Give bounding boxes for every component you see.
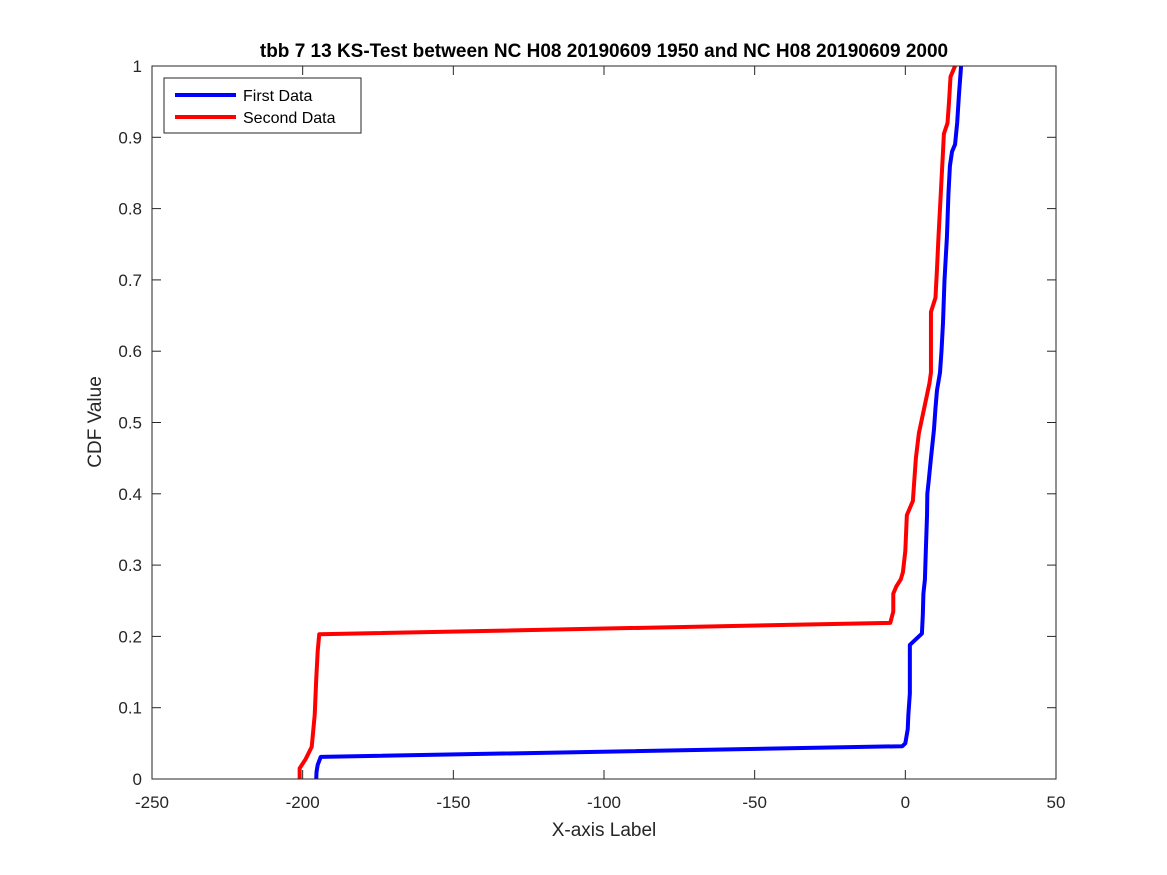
y-axis-label: CDF Value: [85, 376, 106, 468]
x-tick-label: -150: [436, 793, 470, 812]
x-tick-label: -200: [286, 793, 320, 812]
legend-label-second-data: Second Data: [243, 110, 336, 127]
y-tick-label: 0.3: [118, 556, 142, 575]
y-tick-label: 0.5: [118, 414, 142, 433]
y-tick-label: 0.6: [118, 342, 142, 361]
x-tick-label: 0: [901, 793, 910, 812]
legend: First Data Second Data: [163, 77, 362, 134]
legend-label-first-data: First Data: [243, 88, 312, 105]
series-layer: [297, 65, 964, 780]
plot-area-frame: [151, 65, 1057, 780]
y-tick-label: 0.9: [118, 128, 142, 147]
y-tick-label: 0: [133, 770, 142, 789]
x-axis-label: X-axis Label: [552, 820, 657, 841]
y-tick-label: 0.8: [118, 200, 142, 219]
ticks-layer: -250 -200 -150 -100 -50 0 50 0 0.1 0.2 0.3 0.4 0.5 0.…: [118, 57, 1065, 812]
chart-title: tbb 7 13 KS-Test between NC H08 20190609…: [260, 41, 948, 62]
y-tick-label: 0.7: [118, 271, 142, 290]
y-tick-label: 1: [133, 57, 142, 76]
x-tick-label: -250: [135, 793, 169, 812]
x-tick-label: -100: [587, 793, 621, 812]
series-line-second-data: [297, 65, 957, 779]
plot-area-background: [152, 66, 1056, 779]
y-tick-label: 0.1: [118, 699, 142, 718]
series-line-first-data: [314, 65, 964, 780]
y-tick-label: 0.4: [118, 485, 142, 504]
y-tick-label: 0.2: [118, 627, 142, 646]
x-tick-label: 50: [1047, 793, 1066, 812]
legend-box: [163, 77, 362, 134]
x-tick-label: -50: [742, 793, 767, 812]
